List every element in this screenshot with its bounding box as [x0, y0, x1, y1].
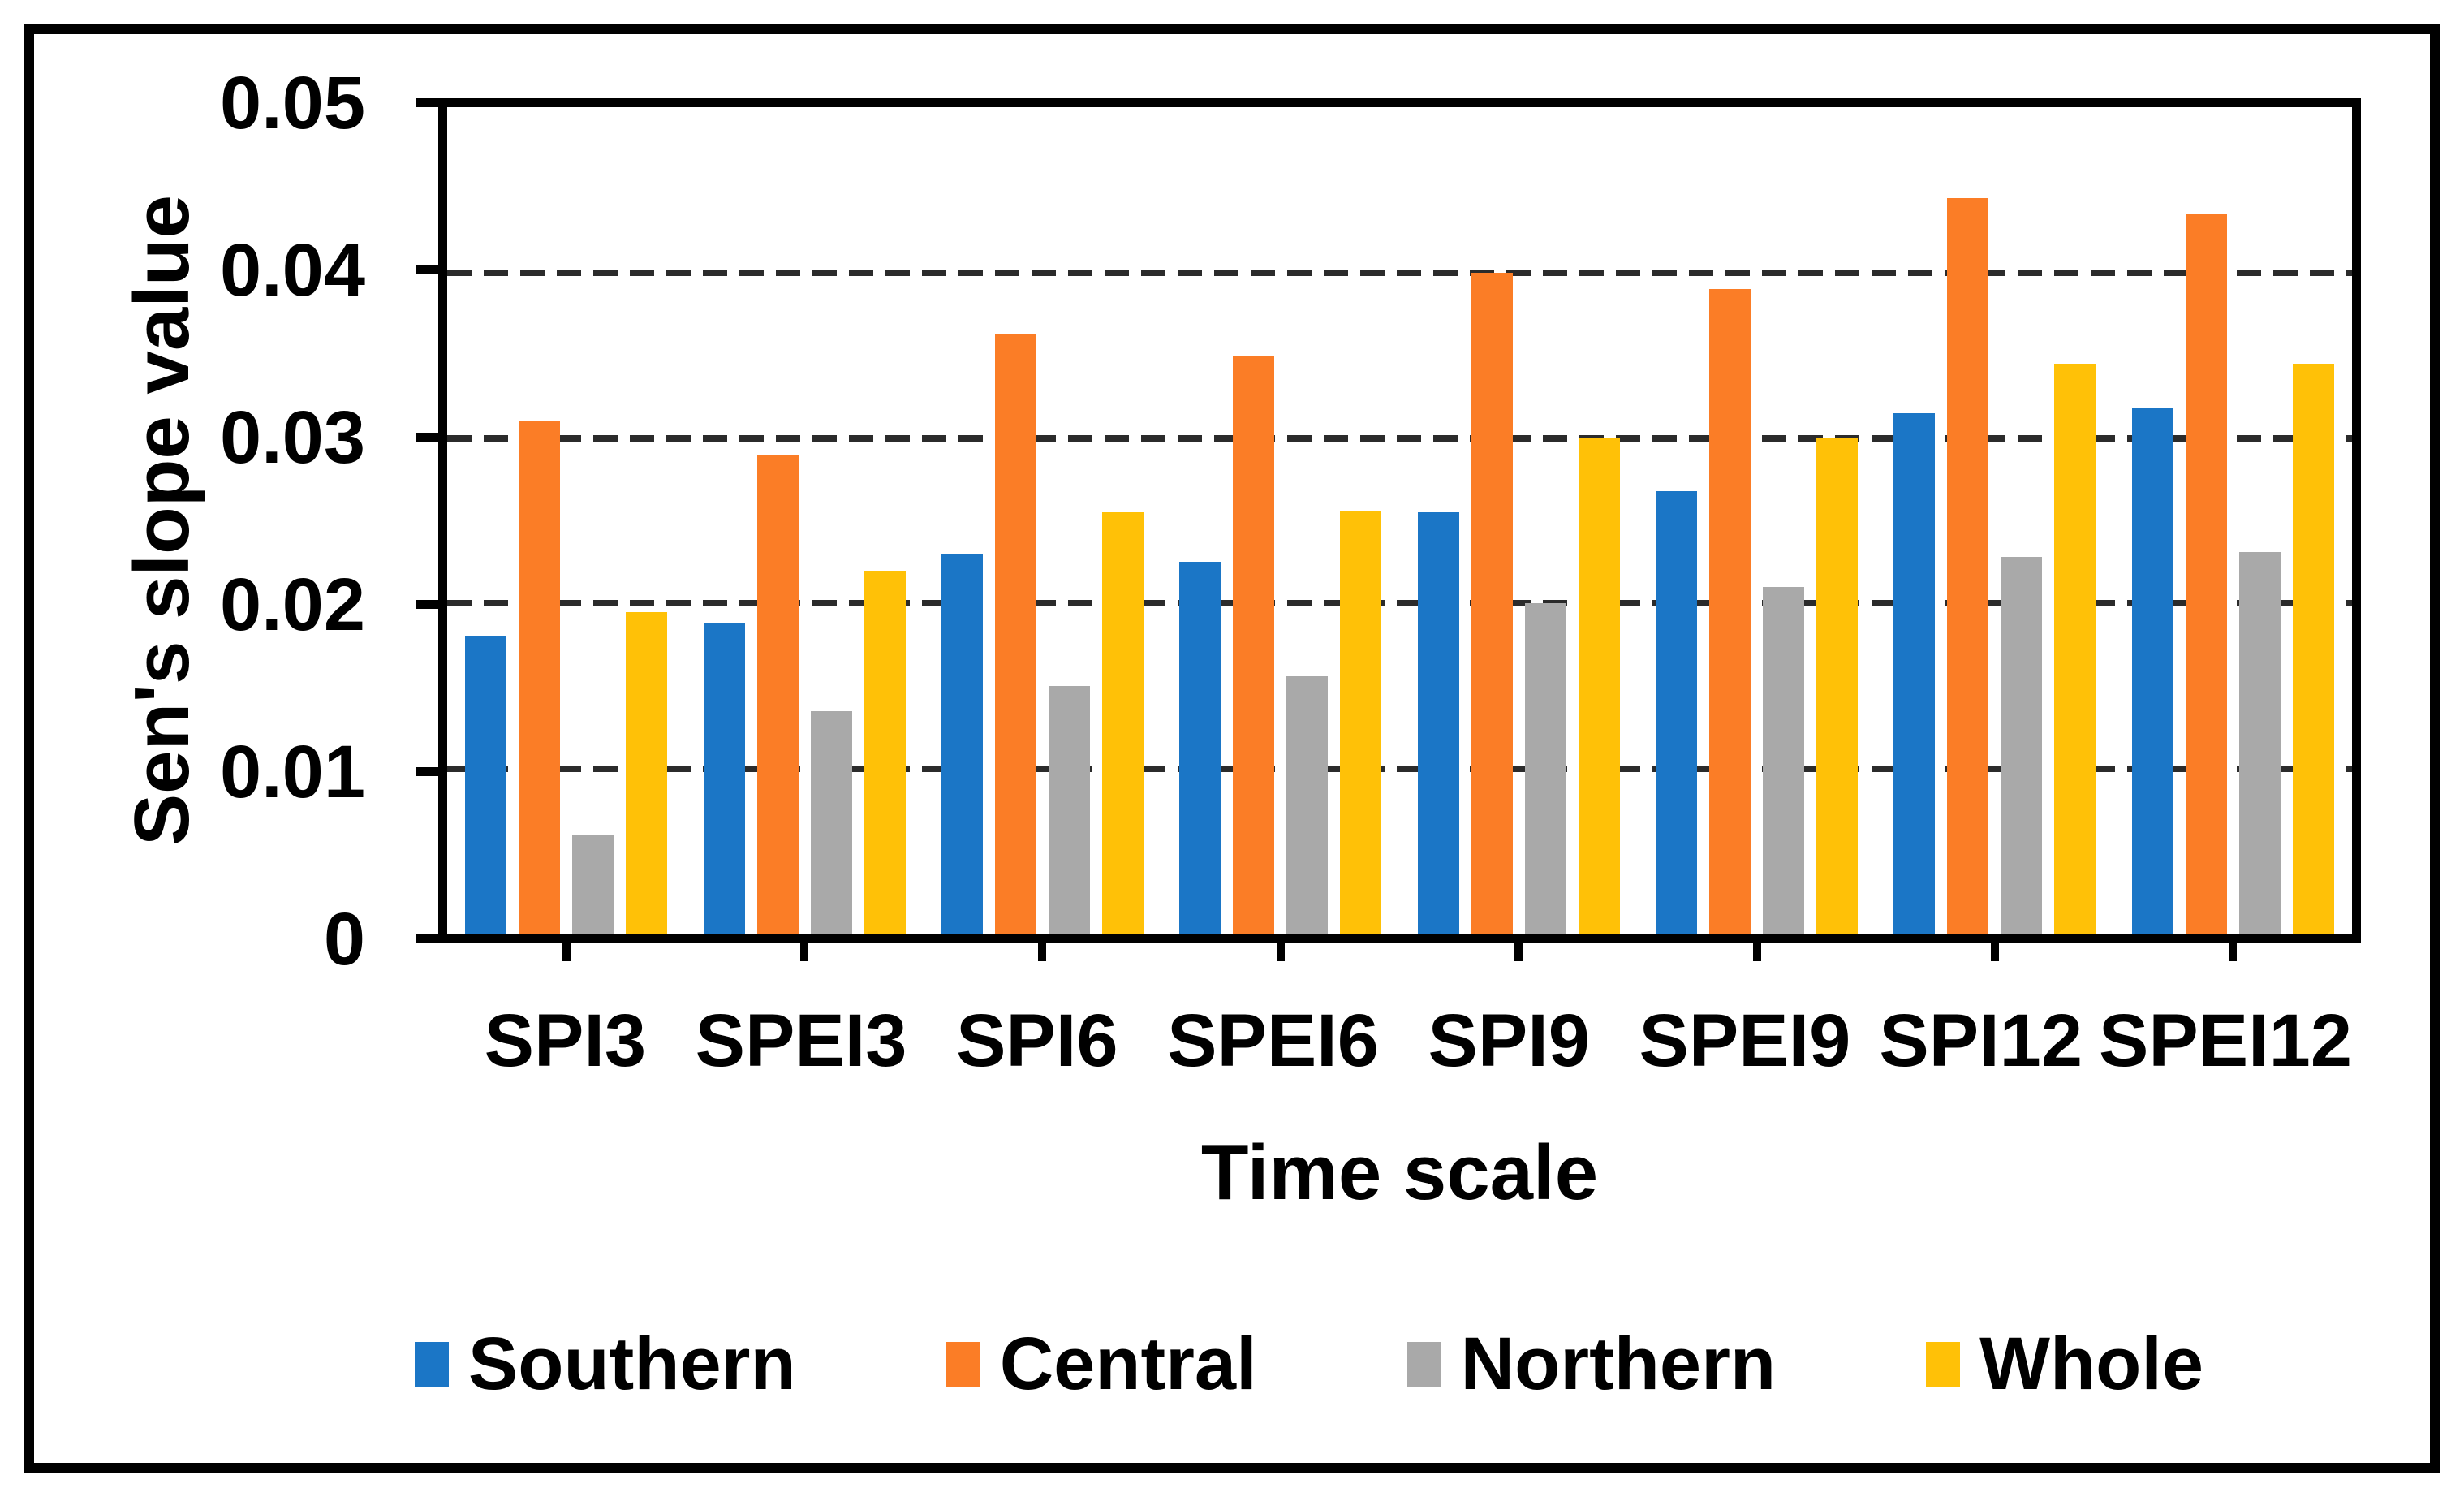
- bar-group-spi3: [447, 107, 685, 934]
- bar-whole-spei6: [1340, 511, 1382, 934]
- bar-group-spei12: [2114, 107, 2352, 934]
- legend-label-central: Central: [999, 1322, 1257, 1405]
- y-tick-mark: [416, 433, 438, 442]
- x-tick-mark-spei6: [1276, 943, 1285, 961]
- y-axis-title: Sen's slope value: [118, 195, 205, 846]
- legend: Southern Central Northern Whole: [77, 1319, 2464, 1409]
- category-label-spi6: SPI6: [956, 999, 1118, 1082]
- bar-northern-spei9: [1763, 587, 1805, 934]
- x-axis-title: Time scale: [1200, 1129, 1599, 1216]
- bar-group-spei6: [1161, 107, 1399, 934]
- bar-southern-spi6: [941, 554, 983, 934]
- bar-central-spei9: [1709, 289, 1751, 934]
- bar-northern-spi3: [572, 835, 614, 934]
- bar-group-spei3: [685, 107, 923, 934]
- bar-central-spi9: [1471, 272, 1513, 934]
- bar-northern-spei6: [1286, 676, 1329, 934]
- bar-northern-spi6: [1048, 686, 1090, 934]
- y-tick-mark: [416, 934, 438, 943]
- legend-swatch-southern: [414, 1341, 449, 1387]
- category-label-spei6: SPEI6: [1167, 999, 1379, 1082]
- x-tick-mark-spi12: [1990, 943, 1999, 961]
- bar-southern-spei6: [1179, 562, 1221, 934]
- y-tick-mark: [416, 98, 438, 107]
- legend-swatch-northern: [1406, 1341, 1441, 1387]
- bar-whole-spi9: [1578, 438, 1620, 934]
- x-tick-mark-spei3: [800, 943, 809, 961]
- category-label-spi12: SPI12: [1879, 999, 2083, 1082]
- plot-area: [438, 98, 2361, 943]
- category-label-spi3: SPI3: [484, 999, 647, 1082]
- y-tick-label: 0.02: [219, 563, 365, 646]
- bar-group-spei9: [1638, 107, 1876, 934]
- bar-southern-spei12: [2131, 408, 2173, 934]
- gridline-0.03: [447, 434, 2352, 442]
- bar-whole-spi3: [626, 611, 668, 934]
- category-label-spi9: SPI9: [1428, 999, 1590, 1082]
- gridline-0.01: [447, 766, 2352, 773]
- y-tick-label: 0.03: [219, 395, 365, 479]
- bar-central-spi12: [1947, 198, 1989, 934]
- category-label-spei12: SPEI12: [2099, 999, 2353, 1082]
- y-tick-mark: [416, 767, 438, 776]
- bar-southern-spei9: [1656, 490, 1698, 934]
- bar-whole-spi6: [1101, 512, 1144, 934]
- bar-central-spei12: [2185, 214, 2227, 934]
- bar-central-spi6: [994, 334, 1036, 934]
- x-tick-mark-spi3: [562, 943, 571, 961]
- bar-central-spei6: [1233, 355, 1275, 934]
- bar-whole-spi12: [2054, 363, 2096, 934]
- bar-southern-spi12: [1893, 413, 1936, 934]
- category-label-spei3: SPEI3: [695, 999, 907, 1082]
- legend-label-northern: Northern: [1460, 1322, 1777, 1405]
- bar-southern-spi3: [465, 636, 507, 934]
- bar-whole-spei9: [1816, 438, 1859, 934]
- bar-southern-spi9: [1417, 512, 1459, 934]
- y-tick-label: 0: [323, 897, 365, 981]
- bar-northern-spi9: [1524, 603, 1566, 934]
- y-tick-label: 0.04: [219, 228, 365, 312]
- legend-item-whole: Whole: [1926, 1319, 2203, 1409]
- bar-central-spei3: [756, 454, 799, 934]
- y-tick-label: 0.05: [219, 61, 365, 145]
- y-tick-mark: [416, 600, 438, 609]
- bar-group-spi12: [1876, 107, 2113, 934]
- legend-label-southern: Southern: [467, 1322, 796, 1405]
- x-tick-mark-spei12: [2229, 943, 2238, 961]
- legend-item-southern: Southern: [414, 1319, 796, 1409]
- bar-northern-spei12: [2238, 552, 2281, 934]
- x-tick-mark-spi9: [1514, 943, 1523, 961]
- gridline-0.02: [447, 600, 2352, 607]
- bar-central-spi3: [519, 421, 561, 934]
- bar-whole-spei12: [2292, 363, 2334, 934]
- bar-group-spi6: [924, 107, 1161, 934]
- x-axis-category-labels: SPI3 SPEI3 SPI6 SPEI6 SPI9 SPEI9 SPI12 SPEI12: [447, 996, 2352, 1085]
- x-tick-mark-spi6: [1038, 943, 1047, 961]
- bar-northern-spi12: [2001, 557, 2043, 934]
- y-tick-label: 0.01: [219, 730, 365, 813]
- bars-layer: [447, 107, 2352, 934]
- category-label-spei9: SPEI9: [1639, 999, 1851, 1082]
- y-tick-mark: [416, 265, 438, 274]
- legend-swatch-whole: [1926, 1341, 1961, 1387]
- legend-swatch-central: [946, 1341, 980, 1387]
- bar-southern-spei3: [703, 623, 745, 934]
- bar-northern-spei3: [810, 710, 852, 934]
- legend-label-whole: Whole: [1979, 1322, 2204, 1405]
- legend-item-central: Central: [946, 1319, 1257, 1409]
- x-tick-mark-spei9: [1752, 943, 1761, 961]
- legend-item-northern: Northern: [1406, 1319, 1777, 1409]
- gridline-0.04: [447, 269, 2352, 276]
- bar-whole-spei3: [864, 570, 906, 934]
- bar-group-spi9: [1400, 107, 1638, 934]
